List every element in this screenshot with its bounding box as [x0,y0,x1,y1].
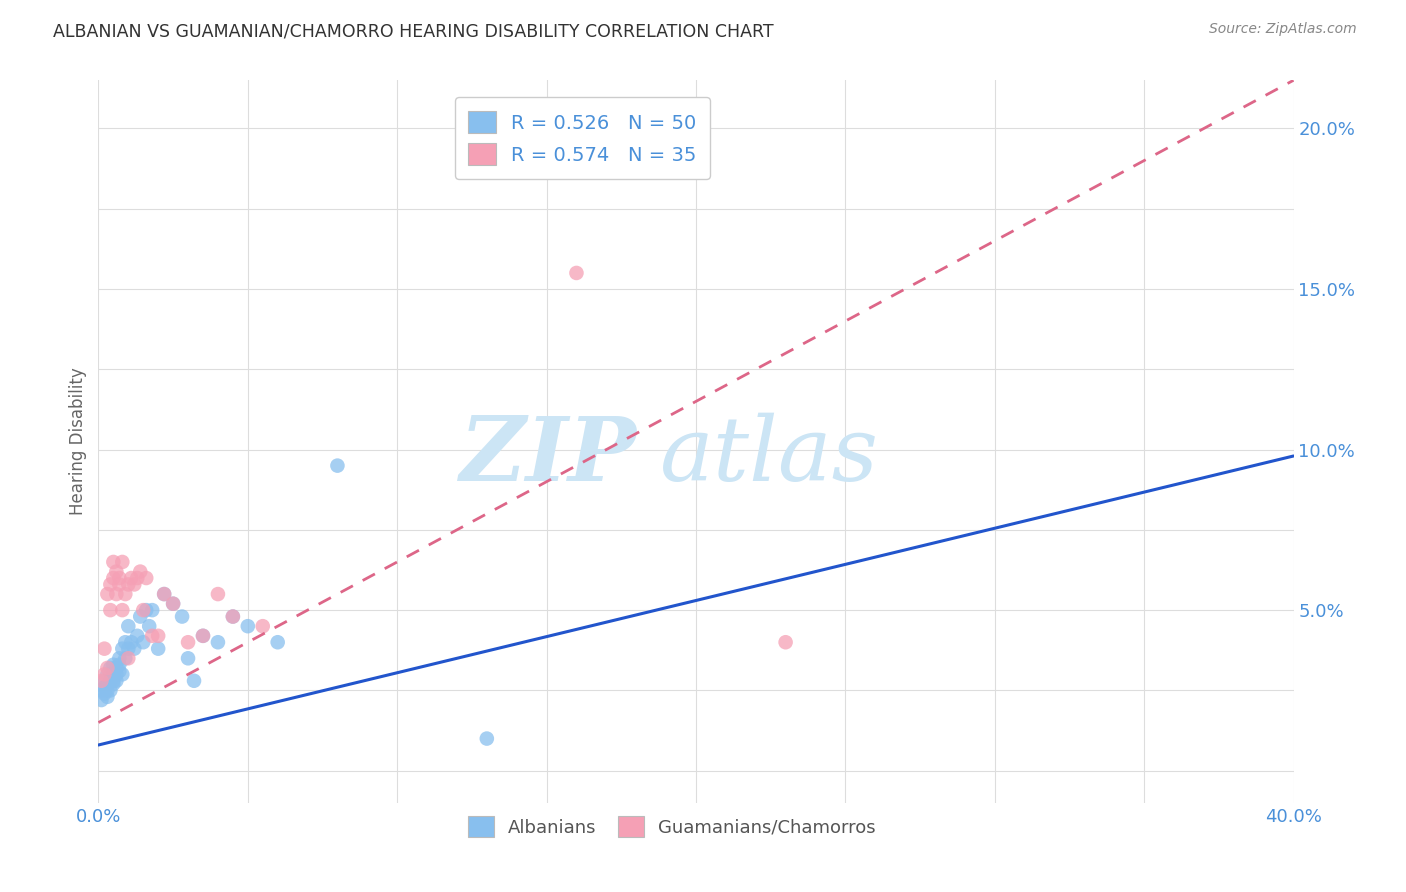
Point [96,683,118,698]
Point [120,571,142,585]
Point [111,641,134,656]
Point [172,609,194,624]
Point [108,664,131,678]
Point [141,603,163,617]
Point [153,587,176,601]
Point [103,677,125,691]
Point [132,603,155,617]
Point [138,619,160,633]
Point [93,641,115,656]
Point [177,635,200,649]
Point [93,673,115,688]
Point [114,587,136,601]
Point [108,571,131,585]
Text: ZIP: ZIP [460,413,637,500]
Point [103,555,125,569]
Point [117,651,139,665]
Point [129,609,152,624]
Point [565,266,588,280]
Point [252,619,274,633]
Point [222,609,245,624]
Point [90,673,112,688]
Point [153,587,176,601]
Point [236,619,259,633]
Point [191,629,214,643]
Point [114,635,136,649]
Point [96,677,118,691]
Point [207,635,229,649]
Point [326,458,349,473]
Point [148,641,170,656]
Point [162,597,184,611]
Point [93,680,115,694]
Point [105,661,128,675]
Point [141,629,163,643]
Point [111,555,134,569]
Point [117,577,139,591]
Text: ALBANIAN VS GUAMANIAN/CHAMORRO HEARING DISABILITY CORRELATION CHART: ALBANIAN VS GUAMANIAN/CHAMORRO HEARING D… [53,22,775,40]
Legend: Albanians, Guamanians/Chamorros: Albanians, Guamanians/Chamorros [461,809,883,845]
Point [124,577,146,591]
Point [93,687,115,701]
Point [191,629,214,643]
Point [96,667,118,681]
Point [103,673,125,688]
Point [96,661,118,675]
Point [98,683,122,698]
Y-axis label: Hearing Disability: Hearing Disability [69,368,87,516]
Point [111,603,134,617]
Point [132,635,155,649]
Point [96,587,118,601]
Point [183,673,205,688]
Point [120,635,142,649]
Point [127,571,149,585]
Point [111,667,134,681]
Point [108,651,131,665]
Point [93,667,115,681]
Point [775,635,797,649]
Point [267,635,290,649]
Point [98,667,122,681]
Point [98,673,122,688]
Point [135,571,157,585]
Text: atlas: atlas [661,413,879,500]
Point [98,661,122,675]
Point [114,651,136,665]
Point [148,629,170,643]
Point [108,577,131,591]
Text: Source: ZipAtlas.com: Source: ZipAtlas.com [1209,22,1357,37]
Point [90,693,112,707]
Point [207,587,229,601]
Point [222,609,245,624]
Point [108,657,131,672]
Point [117,619,139,633]
Point [135,603,157,617]
Point [475,731,498,746]
Point [98,603,122,617]
Point [105,565,128,579]
Point [96,690,118,704]
Point [177,651,200,665]
Point [103,657,125,672]
Point [127,629,149,643]
Point [105,673,128,688]
Point [162,597,184,611]
Point [105,587,128,601]
Point [117,641,139,656]
Point [124,641,146,656]
Point [103,667,125,681]
Point [129,565,152,579]
Point [105,667,128,681]
Point [90,683,112,698]
Point [103,571,125,585]
Point [98,577,122,591]
